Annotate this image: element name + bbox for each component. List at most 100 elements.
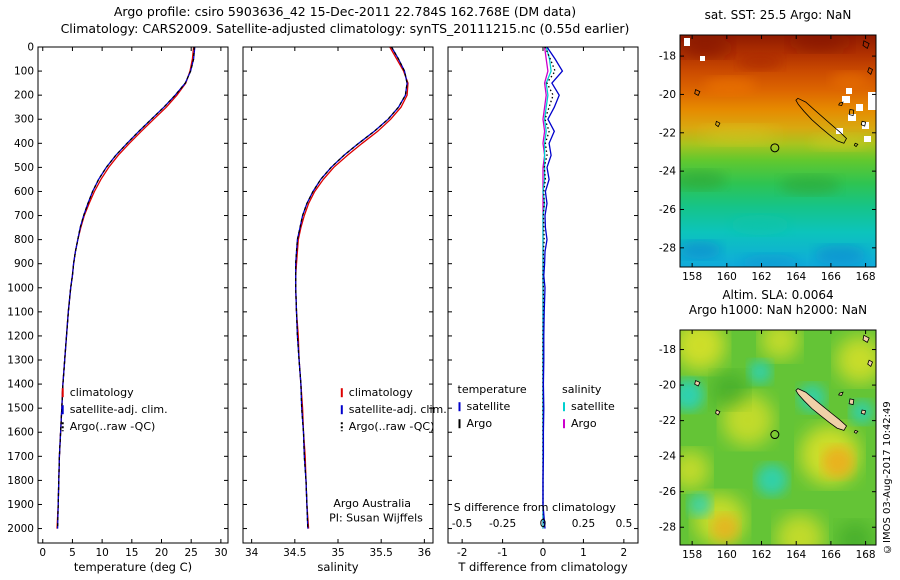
- series-satellite-adj-clim: [56, 46, 196, 529]
- float-location-marker: [770, 430, 780, 440]
- label: 2: [621, 547, 628, 559]
- label: -26: [659, 204, 676, 216]
- series-s-satellite: [542, 46, 552, 529]
- label: 900: [14, 258, 34, 270]
- label: 1800: [7, 475, 34, 487]
- panel-temperature: 0 5 10 15 20 25 300100200300400500600700800900…: [7, 42, 229, 574]
- panel-difference: -2 -1 0 1 2T difference from climatology temp…: [447, 46, 639, 574]
- label: 20: [155, 547, 168, 559]
- label: S difference from climatology: [454, 501, 617, 514]
- figure-subtitle: Climatology: CARS2009. Satellite-adjuste…: [60, 21, 630, 36]
- label: -26: [659, 486, 676, 498]
- label: -24: [659, 451, 676, 463]
- label: 1300: [7, 355, 34, 367]
- imos-copyright-stamp: ©IMOS 03-Aug-2017 10:42:49: [882, 401, 893, 554]
- label: salinity: [562, 383, 602, 396]
- label: 300: [14, 114, 34, 126]
- sla-map-title-line1: Altim. SLA: 0.0064: [722, 288, 834, 302]
- series-climatology: [56, 46, 195, 529]
- label: climatology: [70, 386, 134, 399]
- label: -28: [659, 522, 676, 534]
- label: 400: [14, 138, 34, 150]
- label: 166: [821, 271, 841, 283]
- label: 162: [751, 549, 771, 561]
- panel-salinity: 34 34.5 35 35.5 36 salinity climatology satelli…: [242, 46, 447, 574]
- label: -18: [659, 51, 676, 63]
- label: 160: [717, 271, 737, 283]
- sla-map-title-line2: Argo h1000: NaN h2000: NaN: [688, 303, 868, 317]
- label: 0: [540, 518, 547, 530]
- label: satellite: [467, 400, 511, 413]
- series-satellite-adj-clim: [295, 46, 408, 529]
- series-t-satellite: [542, 46, 564, 529]
- label: Argo(..raw -QC): [349, 420, 435, 433]
- label: 34: [245, 547, 259, 559]
- label: 1400: [7, 379, 34, 391]
- label: 168: [856, 549, 876, 561]
- label: 0.5: [616, 518, 633, 530]
- label: 36: [418, 547, 432, 559]
- series-climatology: [295, 46, 409, 529]
- label: -2: [457, 547, 467, 559]
- label: 2000: [7, 523, 34, 535]
- label: 158: [682, 271, 702, 283]
- label: -1: [497, 547, 507, 559]
- label: Argo: [571, 417, 597, 430]
- label: -28: [659, 242, 676, 254]
- label: 15: [125, 547, 138, 559]
- label: -0.5: [452, 518, 473, 530]
- label: 0: [27, 42, 34, 54]
- label: temperature: [458, 383, 527, 396]
- label: 166: [821, 549, 841, 561]
- float-location-marker: [770, 143, 780, 153]
- label: 700: [14, 210, 34, 222]
- label: 5: [69, 547, 76, 559]
- label: 35: [331, 547, 344, 559]
- label: 168: [856, 271, 876, 283]
- label: salinity: [317, 560, 358, 574]
- label: 0.25: [572, 518, 595, 530]
- label: Argo(..raw -QC): [70, 420, 156, 433]
- sst-map-field: [680, 35, 876, 267]
- label: 500: [14, 162, 34, 174]
- label: 10: [95, 547, 108, 559]
- series-argo-raw-qc: [56, 46, 195, 529]
- axes-box: [37, 46, 229, 544]
- label: 164: [786, 549, 806, 561]
- sla-map-axes: 158 160 162 164 166 168 -18 -20 -22 -24 -26 -28: [659, 329, 877, 561]
- label: 30: [214, 547, 227, 559]
- label: PI: Susan Wijffels: [329, 512, 423, 525]
- axes-box: [242, 46, 434, 544]
- label: -22: [659, 415, 676, 427]
- label: 0: [39, 547, 46, 559]
- label: -20: [659, 89, 676, 101]
- label: 1: [580, 547, 587, 559]
- label: 800: [14, 234, 34, 246]
- label: 200: [14, 90, 34, 102]
- label: Argo: [467, 417, 493, 430]
- sst-map-axes: 158 160 162 164 166 168 -18 -20 -22 -24 -26 -28: [659, 34, 877, 283]
- label: -18: [659, 344, 676, 356]
- label: 1900: [7, 499, 34, 511]
- label: 164: [786, 271, 806, 283]
- label: -22: [659, 127, 676, 139]
- label: 0: [540, 547, 547, 559]
- sla-map-field: [680, 330, 876, 545]
- label: 34.5: [283, 547, 306, 559]
- label: 1500: [7, 403, 34, 415]
- label: 160: [717, 549, 737, 561]
- label: 158: [682, 549, 702, 561]
- figure-title: Argo profile: csiro 5903636_42 15-Dec-20…: [113, 4, 577, 19]
- label: -0.25: [489, 518, 516, 530]
- label: 1200: [7, 330, 34, 342]
- sst-map-title: sat. SST: 25.5 Argo: NaN: [704, 8, 852, 22]
- label: climatology: [349, 386, 413, 399]
- label: satellite-adj. clim.: [349, 403, 447, 416]
- label: -24: [659, 166, 676, 178]
- label: T difference from climatology: [457, 560, 628, 574]
- sst-coastlines: [694, 40, 873, 153]
- sla-coastlines: [694, 334, 874, 440]
- label: 1000: [7, 282, 34, 294]
